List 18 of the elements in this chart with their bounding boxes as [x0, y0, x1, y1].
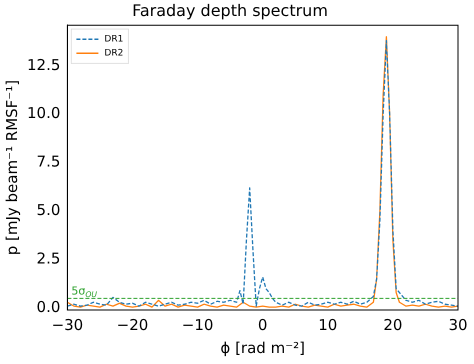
- y-tick-label: 0.0: [36, 298, 60, 316]
- y-tick-label: 10.0: [26, 104, 60, 122]
- x-tick-label: 0: [258, 316, 268, 334]
- x-tick-label: 20: [383, 316, 402, 334]
- legend-label: DR1: [104, 34, 124, 45]
- x-tick-label: 30: [448, 316, 468, 334]
- y-axis-title: p [mJy beam⁻¹ RMSF⁻¹]: [2, 80, 21, 256]
- x-tick-label: −20: [116, 316, 148, 334]
- x-axis-title: ϕ [rad m⁻²]: [220, 338, 305, 357]
- x-tick-label: −30: [52, 316, 84, 334]
- y-tick-label: 2.5: [36, 250, 60, 268]
- y-tick-label: 12.5: [26, 56, 60, 74]
- x-tick-label: 10: [318, 316, 338, 334]
- chart-title: Faraday depth spectrum: [132, 0, 328, 20]
- y-tick-label: 7.5: [36, 152, 60, 171]
- legend-label: DR2: [104, 48, 124, 59]
- x-tick-label: −10: [182, 316, 214, 334]
- y-tick-label: 5.0: [36, 201, 60, 220]
